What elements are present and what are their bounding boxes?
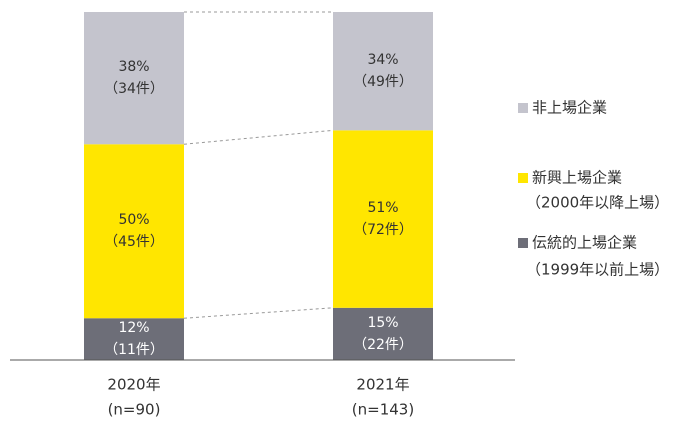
legend-swatch — [518, 173, 528, 183]
value-label: 15% — [367, 315, 398, 331]
legend-note: （2000年以降上場） — [526, 194, 669, 212]
legend-swatch — [518, 238, 528, 248]
legend-swatch — [518, 103, 528, 113]
value-label: （22件） — [353, 337, 413, 353]
legend-note: （1999年以前上場） — [526, 261, 669, 279]
legend-label: 伝統的上場企業 — [532, 234, 637, 252]
value-label: 34% — [367, 52, 398, 68]
value-label: 51% — [367, 200, 398, 216]
bar-segment — [333, 130, 433, 308]
x-tick-label: 2020年 — [107, 376, 160, 394]
value-label: （11件） — [104, 342, 164, 358]
value-label: 12% — [118, 320, 149, 336]
value-label: （45件） — [104, 234, 164, 250]
x-tick-label: (n=90) — [108, 401, 161, 419]
x-tick-label: (n=143) — [352, 401, 414, 419]
bar-segment — [333, 12, 433, 131]
bar-segment — [333, 307, 433, 360]
connector — [183, 307, 334, 319]
x-tick-label: 2021年 — [356, 376, 409, 394]
bar-segment — [84, 12, 184, 145]
value-label: （34件） — [104, 81, 164, 97]
connector — [183, 129, 334, 145]
legend-label: 新興上場企業 — [532, 169, 622, 187]
bar-segment — [84, 318, 184, 360]
value-label: （72件） — [353, 222, 413, 238]
legend-label: 非上場企業 — [532, 99, 607, 117]
bar-segment — [84, 144, 184, 319]
value-label: （49件） — [353, 74, 413, 90]
value-label: 38% — [118, 59, 149, 75]
value-label: 50% — [118, 212, 149, 228]
